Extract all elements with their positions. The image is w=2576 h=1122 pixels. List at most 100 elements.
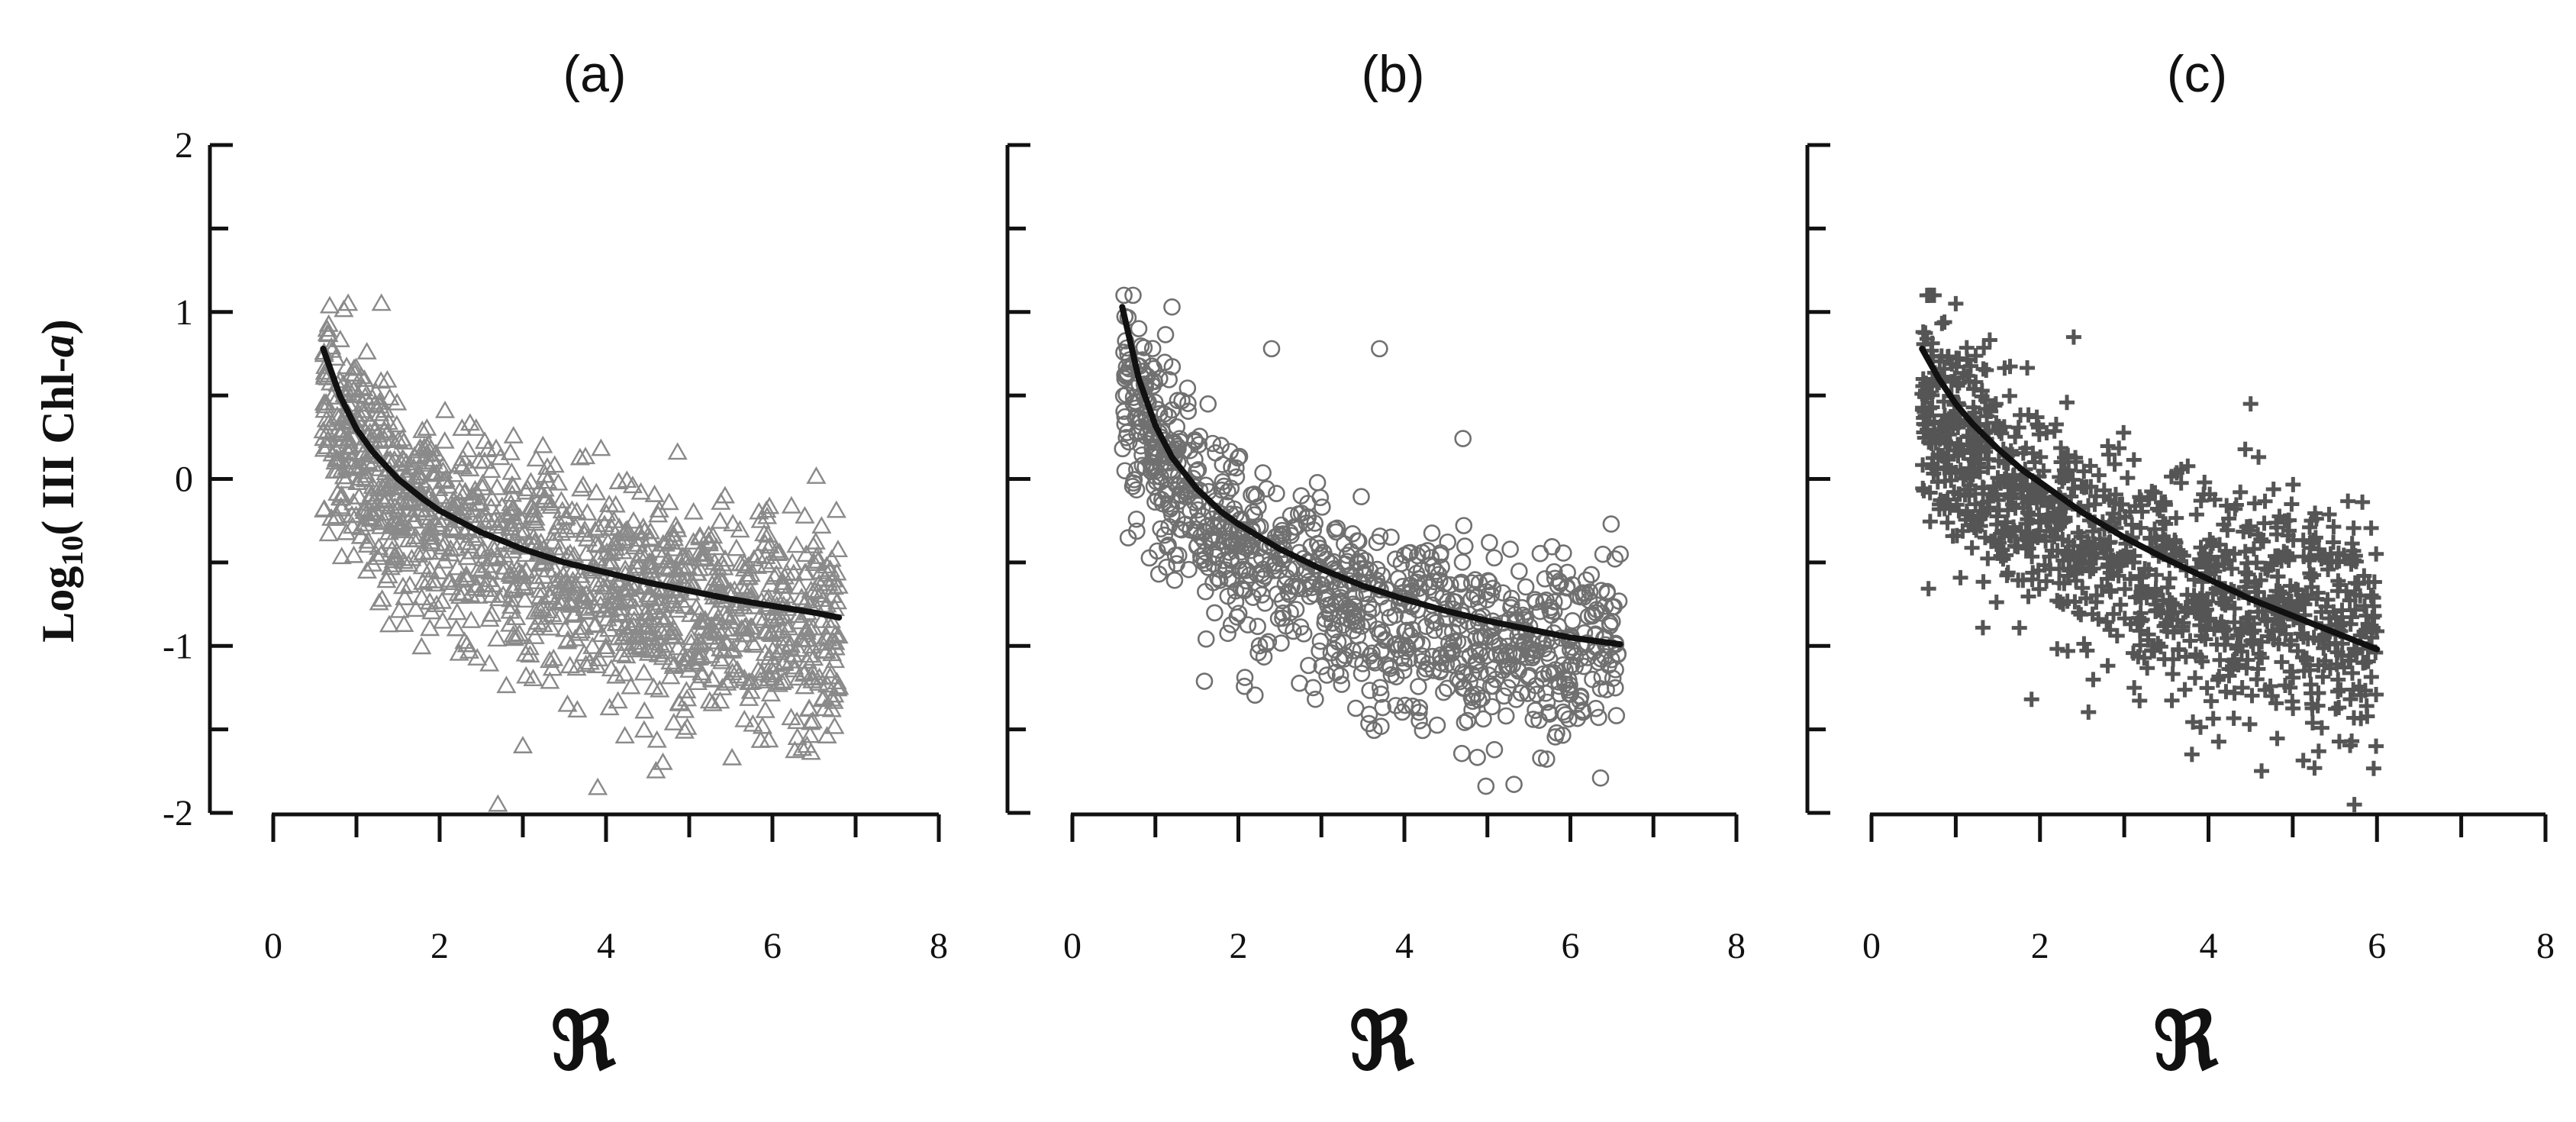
data-point: [1133, 446, 1151, 464]
data-point: [488, 588, 509, 607]
data-point: [2040, 511, 2056, 527]
data-point: [767, 543, 788, 561]
data-point: [1942, 465, 1958, 481]
data-point: [421, 601, 442, 620]
data-point: [2365, 620, 2381, 636]
data-point: [1188, 462, 1205, 480]
data-point: [654, 641, 675, 659]
data-point: [2215, 619, 2231, 635]
data-point: [640, 521, 661, 540]
data-point: [524, 500, 544, 517]
data-point: [314, 367, 335, 385]
data-point: [1410, 678, 1427, 695]
data-point: [644, 484, 665, 502]
data-point: [796, 544, 817, 563]
data-point: [2177, 682, 2193, 698]
data-point: [2001, 388, 2017, 404]
data-point: [2242, 609, 2258, 625]
data-point: [811, 516, 832, 534]
data-point: [1604, 669, 1622, 687]
data-point: [2315, 630, 2331, 646]
data-point: [335, 470, 356, 488]
data-point: [1959, 340, 1975, 356]
data-point: [802, 711, 823, 729]
data-point: [363, 454, 383, 472]
data-point: [507, 627, 527, 645]
data-point: [1197, 630, 1215, 648]
data-point: [2304, 696, 2320, 712]
data-point: [601, 553, 622, 571]
data-point: [591, 438, 611, 456]
data-point: [2133, 590, 2149, 606]
data-point: [772, 672, 792, 691]
data-point: [1158, 558, 1175, 576]
data-point: [692, 663, 712, 681]
data-point: [825, 650, 846, 669]
data-point: [408, 544, 429, 563]
data-point: [673, 654, 694, 672]
data-point: [1494, 584, 1512, 602]
data-point: [1575, 588, 1593, 606]
data-point: [2352, 588, 2368, 604]
data-point: [2258, 611, 2274, 627]
data-point: [663, 524, 684, 542]
data-point: [1115, 402, 1133, 421]
data-point: [339, 443, 359, 461]
data-point: [1300, 656, 1317, 675]
data-point: [474, 451, 495, 469]
data-point: [2365, 760, 2381, 776]
data-point: [371, 512, 392, 530]
data-point: [1561, 685, 1578, 703]
data-point: [1143, 463, 1160, 480]
data-point: [2159, 579, 2175, 595]
data-point: [2165, 666, 2181, 682]
data-point: [2103, 584, 2119, 600]
data-point: [1236, 669, 1254, 686]
data-point: [1163, 505, 1181, 524]
data-point: [563, 560, 583, 579]
data-point: [1482, 677, 1500, 695]
data-point: [2282, 637, 2298, 653]
data-point: [1397, 637, 1414, 655]
data-point: [2024, 549, 2040, 565]
data-point: [461, 525, 482, 543]
data-point: [672, 546, 692, 564]
data-point: [359, 422, 380, 440]
data-point: [1533, 669, 1552, 688]
data-point: [1404, 697, 1422, 715]
data-point: [602, 591, 623, 609]
data-point: [1936, 408, 1952, 424]
data-point: [1988, 414, 2004, 430]
data-point: [2144, 642, 2160, 658]
data-point: [2162, 570, 2178, 586]
data-point: [1414, 543, 1431, 562]
data-point: [2002, 488, 2018, 505]
data-point: [690, 527, 711, 546]
data-point: [657, 530, 678, 549]
x-tick-label: 2: [2031, 926, 2049, 966]
data-point: [2139, 660, 2155, 676]
data-point: [574, 617, 595, 635]
data-point: [537, 457, 558, 475]
data-point: [2256, 515, 2272, 531]
data-point: [2182, 633, 2198, 649]
data-point: [317, 319, 337, 337]
data-point: [1386, 636, 1404, 654]
x-tick-label: 4: [1395, 926, 1414, 966]
data-point: [749, 608, 769, 626]
data-point: [2154, 495, 2170, 511]
data-point: [601, 543, 621, 561]
data-point: [2295, 629, 2311, 645]
data-point: [708, 608, 728, 626]
data-point: [379, 614, 400, 633]
data-point: [2260, 628, 2276, 644]
data-point: [502, 540, 523, 559]
data-point: [687, 672, 708, 691]
data-point: [827, 540, 849, 557]
data-point: [501, 589, 521, 608]
data-point: [2031, 507, 2047, 523]
data-point: [614, 726, 635, 743]
data-point: [2020, 359, 2036, 376]
data-point: [662, 622, 683, 640]
data-point: [520, 645, 540, 663]
